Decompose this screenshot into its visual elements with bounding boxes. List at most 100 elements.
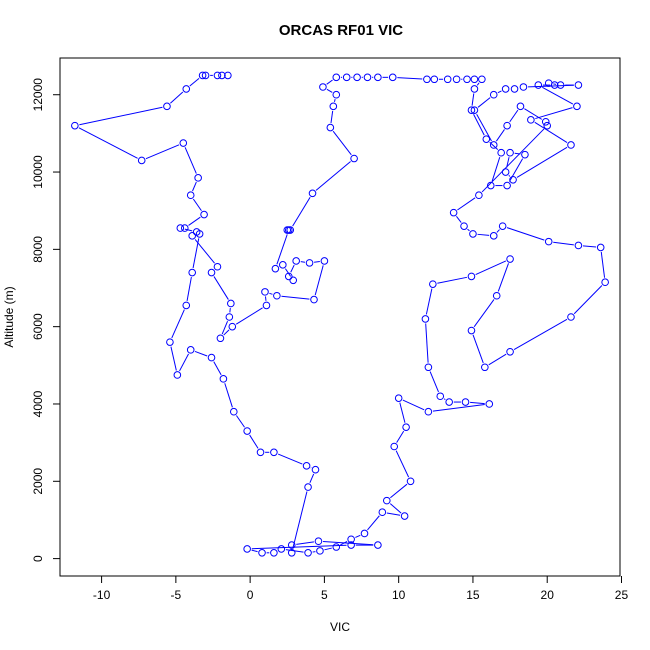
data-point bbox=[207, 268, 216, 277]
series-segment bbox=[251, 544, 347, 550]
series-segment bbox=[471, 93, 475, 106]
data-point bbox=[262, 301, 271, 310]
data-point bbox=[216, 334, 225, 343]
series-segment bbox=[497, 263, 509, 292]
data-point bbox=[374, 541, 382, 549]
data-point bbox=[180, 224, 189, 232]
plot-frame bbox=[59, 57, 621, 577]
data-point bbox=[186, 191, 195, 200]
series-segment bbox=[192, 238, 200, 269]
data-point bbox=[534, 81, 543, 89]
data-point bbox=[179, 139, 188, 147]
series-segment bbox=[509, 109, 519, 123]
data-point bbox=[308, 189, 317, 198]
series-segment bbox=[508, 175, 511, 177]
data-point bbox=[516, 102, 525, 111]
y-tick-label: 2000 bbox=[31, 468, 45, 495]
series-segment bbox=[170, 91, 184, 104]
data-point bbox=[394, 394, 403, 402]
y-tick-label: 0 bbox=[31, 555, 45, 562]
series-segment bbox=[145, 144, 180, 160]
data-point bbox=[219, 375, 228, 383]
series-segment bbox=[330, 110, 334, 124]
data-point bbox=[176, 224, 185, 232]
data-point bbox=[506, 347, 514, 356]
series-segment bbox=[386, 512, 401, 516]
data-point bbox=[347, 535, 355, 544]
data-point bbox=[452, 75, 461, 84]
series-segment bbox=[402, 399, 425, 411]
x-tick-label: -5 bbox=[171, 588, 182, 602]
data-point bbox=[486, 181, 495, 190]
y-tick-label: 4000 bbox=[31, 390, 45, 417]
series-segment bbox=[437, 276, 468, 284]
series-segment bbox=[472, 334, 484, 364]
data-point bbox=[443, 75, 452, 84]
series-segment bbox=[477, 97, 491, 108]
series-segment bbox=[456, 215, 462, 223]
series-segment bbox=[251, 549, 258, 553]
series-segment bbox=[186, 276, 192, 301]
data-point bbox=[543, 121, 552, 130]
series-segment bbox=[300, 261, 306, 263]
series-segment bbox=[553, 241, 574, 246]
series-segment bbox=[309, 473, 315, 484]
chart-title: ORCAS RF01 VIC bbox=[279, 22, 403, 39]
data-point bbox=[227, 299, 235, 308]
data-point bbox=[470, 75, 479, 84]
data-point bbox=[188, 232, 197, 240]
data-point bbox=[270, 549, 278, 557]
data-point bbox=[421, 315, 430, 323]
series-segment bbox=[425, 288, 433, 315]
series-segment bbox=[235, 415, 245, 428]
series-segment bbox=[276, 234, 288, 265]
data-point bbox=[374, 73, 382, 82]
series-segment bbox=[324, 547, 332, 551]
series-segment bbox=[481, 128, 545, 193]
data-point bbox=[166, 338, 174, 346]
data-point bbox=[601, 278, 609, 287]
data-point bbox=[277, 545, 286, 553]
series-segment bbox=[290, 264, 295, 273]
data-point bbox=[400, 512, 409, 520]
data-point bbox=[302, 462, 311, 470]
x-axis: -10 -5 0 5 10 15 20 25 bbox=[93, 576, 628, 602]
series-segment bbox=[221, 321, 229, 335]
data-point bbox=[329, 102, 338, 111]
series-segment bbox=[188, 216, 201, 226]
data-point bbox=[406, 477, 415, 486]
series-segment bbox=[390, 483, 408, 499]
data-point bbox=[470, 85, 479, 93]
data-point bbox=[461, 398, 470, 406]
data-point bbox=[350, 154, 358, 163]
data-point bbox=[292, 257, 300, 265]
data-point bbox=[501, 85, 510, 93]
data-point bbox=[363, 73, 372, 82]
x-tick-label: 20 bbox=[541, 588, 555, 602]
data-point bbox=[332, 73, 341, 82]
data-point bbox=[182, 301, 191, 310]
data-point bbox=[463, 75, 471, 84]
x-tick-label: 10 bbox=[392, 588, 406, 602]
series-segment bbox=[425, 323, 429, 363]
x-tick-label: 0 bbox=[247, 588, 254, 602]
data-point bbox=[353, 73, 361, 82]
data-point bbox=[470, 106, 479, 114]
series-segment bbox=[249, 434, 259, 449]
series-segment bbox=[476, 82, 480, 86]
data-point bbox=[469, 230, 477, 238]
series-segment bbox=[542, 86, 574, 105]
y-axis-label: Altitude (m) bbox=[2, 286, 16, 347]
data-point bbox=[305, 259, 314, 267]
series-segment bbox=[506, 157, 510, 168]
data-point bbox=[519, 83, 528, 91]
data-point bbox=[342, 73, 351, 82]
series-segment bbox=[171, 309, 185, 339]
data-point bbox=[492, 291, 501, 300]
data-point bbox=[423, 75, 431, 84]
data-point bbox=[256, 448, 265, 457]
data-point bbox=[489, 141, 498, 149]
series-segment bbox=[78, 127, 138, 159]
data-point bbox=[544, 79, 553, 87]
